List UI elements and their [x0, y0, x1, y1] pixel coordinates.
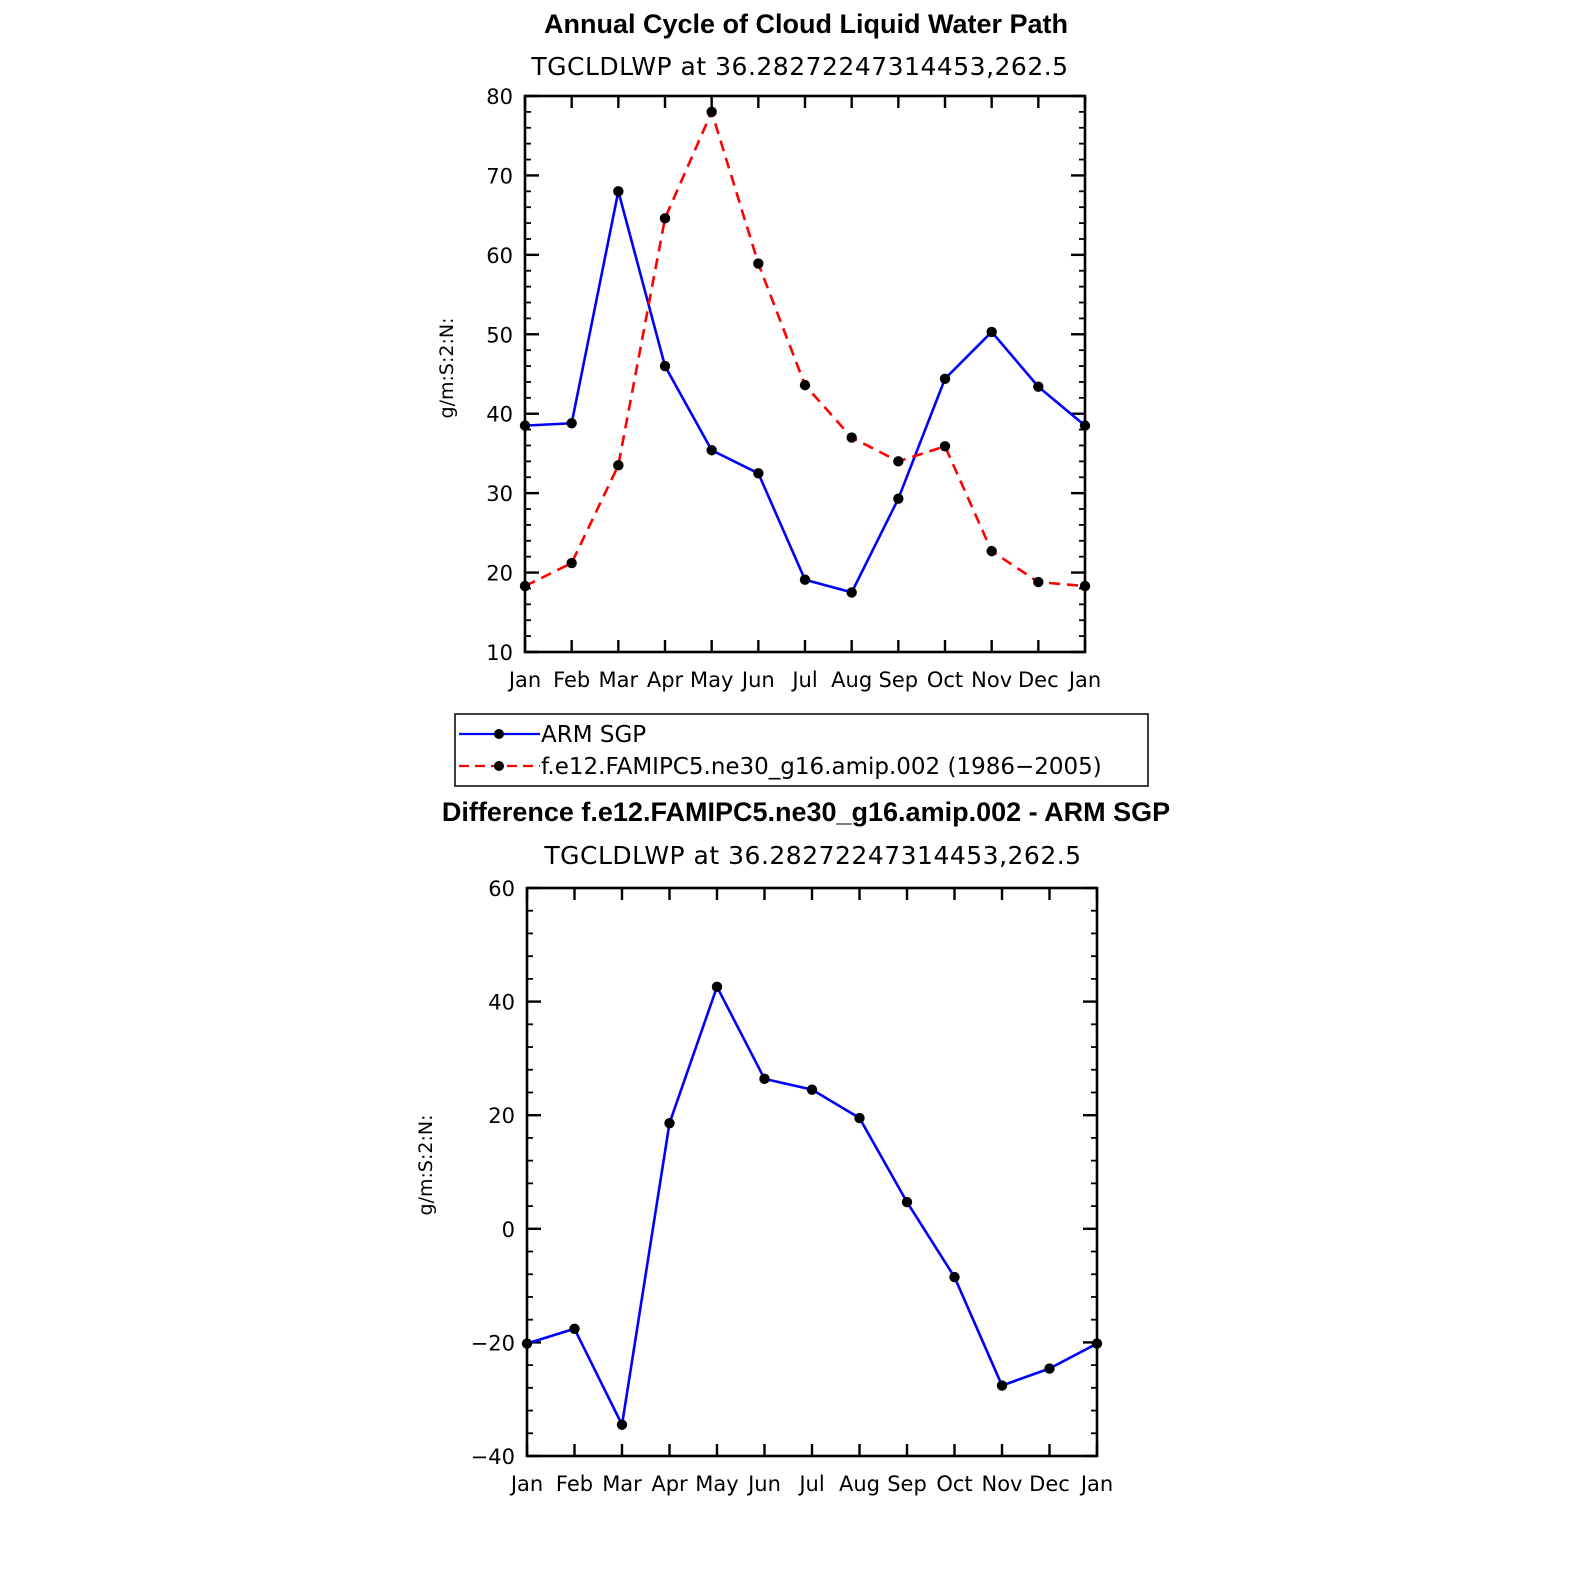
chart1-series-1-point: [613, 460, 624, 471]
chart2-title: Difference f.e12.FAMIPC5.ne30_g16.amip.0…: [442, 797, 1170, 827]
chart1-series-1-point: [1079, 580, 1091, 592]
chart1-xtick-label: Jun: [740, 668, 775, 692]
chart2-series-0-point: [569, 1323, 580, 1334]
chart2-ytick-label: 60: [488, 877, 515, 901]
chart2-subtitle: TGCLDLWP at 36.28272247314453,262.5: [543, 841, 1081, 870]
chart2-series-0-line: [526, 985, 1098, 1427]
chart1-ytick-label: 30: [486, 482, 513, 506]
chart1-xtick-label: Dec: [1018, 668, 1059, 692]
chart1-legend: ARM SGP f.e12.FAMIPC5.ne30_g16.amip.002 …: [454, 713, 1149, 787]
legend-frame: [454, 713, 1149, 787]
chart1-series-0-point: [939, 373, 951, 384]
chart1-xtick-label: Aug: [831, 668, 872, 692]
chart2-xtick-label: Aug: [839, 1472, 880, 1496]
chart1-series-0-point: [1079, 420, 1091, 431]
chart1-series-1-point: [986, 545, 997, 557]
chart2-ytick-label: −20: [471, 1331, 515, 1355]
chart1-xtick-label: Feb: [553, 668, 590, 692]
chart2-series-0-point: [996, 1380, 1008, 1391]
chart1-ytick-label: 40: [486, 403, 513, 427]
chart1-series-1-point: [799, 379, 811, 391]
chart2-ytick-label: 40: [488, 991, 515, 1015]
chart1-ytick-label: 80: [486, 85, 513, 109]
chart2-series-0-point: [806, 1084, 818, 1095]
chart2-series-0-point: [711, 981, 723, 993]
chart1-series-1-point: [1033, 576, 1044, 588]
chart1-xtick-label: May: [690, 668, 733, 692]
chart2-ytick-label: 20: [488, 1104, 515, 1128]
chart2-xtick-label: Sep: [887, 1472, 927, 1496]
chart1-xtick-label: Nov: [971, 668, 1012, 692]
chart2-xtick-label: May: [695, 1472, 738, 1496]
chart2-xtick-label: Nov: [982, 1472, 1023, 1496]
chart2-xtick-label: Oct: [936, 1472, 972, 1496]
chart2-plot: Jan Feb Mar Apr May Jun Jul Aug Sep Oct Nov Dec Jan −…: [471, 877, 1114, 1496]
chart2-series-0-point: [901, 1196, 913, 1208]
chart1-series-0-point: [566, 418, 577, 429]
legend-marker-model: [494, 761, 504, 771]
chart2-xtick-label: Feb: [556, 1472, 593, 1496]
chart1-xtick-label: Sep: [879, 668, 919, 692]
chart2-xtick-label: Dec: [1029, 1472, 1070, 1496]
chart1-ytick-label: 20: [486, 562, 513, 586]
chart1-title: Annual Cycle of Cloud Liquid Water Path: [544, 9, 1068, 39]
chart1-xtick-label: Jan: [1067, 668, 1101, 692]
chart1-series-0-point: [986, 326, 997, 338]
chart2-xtick-label: Jan: [1079, 1472, 1113, 1496]
chart2-series-0-point: [664, 1117, 675, 1129]
chart1-series-1-line: [524, 110, 1086, 588]
chart2-ytick-label: −40: [471, 1445, 515, 1469]
chart2-ytick-label: 0: [502, 1218, 515, 1242]
chart2-series-0-point: [521, 1338, 533, 1349]
chart1-xtick-label: Jul: [790, 668, 817, 692]
chart2-series-0-point: [1044, 1363, 1055, 1374]
chart2-xtick-label: Apr: [651, 1472, 688, 1496]
chart1-series-1-point: [846, 432, 857, 443]
chart2-series-0-point: [854, 1112, 865, 1124]
chart1-xtick-label: Jan: [507, 668, 541, 692]
chart1-series-1-point: [706, 106, 717, 118]
chart1-ytick-label: 10: [486, 641, 513, 665]
chart2-xtick-label: Jul: [797, 1472, 824, 1496]
chart2-series-0-point: [949, 1271, 960, 1283]
chart1-series-0-point: [1033, 381, 1044, 392]
legend-label-arm: ARM SGP: [541, 722, 646, 748]
chart2-xtick-label: Jun: [746, 1472, 781, 1496]
chart1-ytick-label: 50: [486, 323, 513, 347]
chart2-series-0-point: [759, 1073, 770, 1085]
chart1-xtick-label: Apr: [647, 668, 684, 692]
chart2-xtick-label: Jan: [509, 1472, 543, 1496]
chart1-xtick-label: Oct: [927, 668, 963, 692]
chart1-series-1-point: [753, 258, 764, 269]
chart1-series-1-point: [519, 580, 531, 592]
chart2-ylabel: g/m:S:2:N:: [415, 1115, 437, 1216]
chart1-subtitle: TGCLDLWP at 36.28272247314453,262.5: [530, 52, 1068, 81]
chart1-series-1-point: [939, 441, 951, 452]
chart1-series-0-line: [524, 190, 1086, 594]
chart1-series-1-point: [659, 213, 671, 224]
chart2-series-0-point: [1091, 1338, 1103, 1349]
chart1-series-0-point: [706, 445, 717, 456]
chart1-ylabel: g/m:S:2:N:: [436, 318, 458, 419]
chart1-series-0-point: [753, 468, 764, 479]
chart1-plot: Jan Feb Mar Apr May Jun Jul Aug Sep Oct Nov Dec Jan 1…: [486, 85, 1101, 692]
legend-marker-arm: [494, 729, 504, 739]
chart1-ytick-label: 70: [486, 164, 513, 188]
chart1-series-0-point: [846, 587, 857, 598]
chart1-series-1-point: [893, 456, 904, 467]
chart1-series-1-point: [566, 557, 577, 569]
chart1-frame: [523, 94, 1087, 654]
legend-label-model: f.e12.FAMIPC5.ne30_g16.amip.002 (1986−20…: [541, 754, 1102, 780]
chart1-series-0-point: [519, 420, 531, 431]
chart2-frame: [525, 886, 1099, 1458]
chart1-series-0-point: [613, 186, 624, 197]
chart1-series-0-point: [893, 493, 904, 504]
chart2-series-0-point: [616, 1419, 628, 1430]
chart1-series-0-point: [659, 360, 671, 372]
chart2-xtick-label: Mar: [602, 1472, 642, 1496]
chart1-ytick-label: 60: [486, 244, 513, 268]
chart1-xtick-label: Mar: [599, 668, 639, 692]
chart1-series-0-point: [799, 574, 811, 585]
